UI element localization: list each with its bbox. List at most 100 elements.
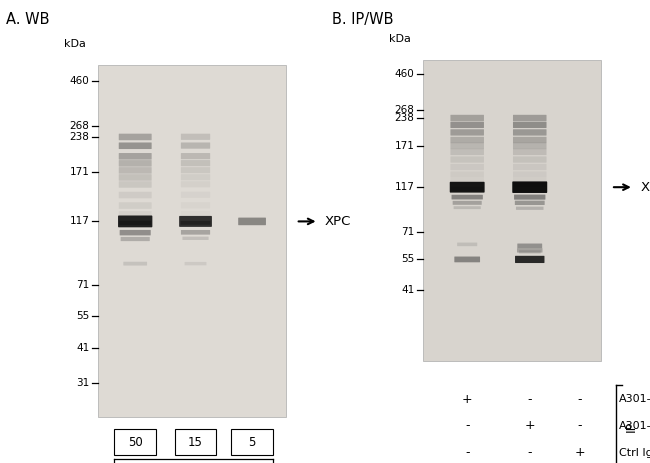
FancyBboxPatch shape [450, 122, 484, 128]
Text: -: - [578, 419, 582, 432]
FancyBboxPatch shape [450, 171, 484, 178]
FancyBboxPatch shape [454, 206, 481, 209]
FancyBboxPatch shape [181, 221, 211, 225]
FancyBboxPatch shape [454, 257, 480, 263]
FancyBboxPatch shape [119, 174, 151, 181]
Text: -: - [578, 393, 582, 406]
FancyBboxPatch shape [450, 156, 484, 163]
Text: 117: 117 [395, 182, 415, 192]
FancyBboxPatch shape [238, 218, 266, 225]
FancyBboxPatch shape [513, 164, 547, 170]
Text: 238: 238 [395, 113, 415, 123]
FancyBboxPatch shape [119, 153, 151, 160]
FancyBboxPatch shape [517, 244, 542, 248]
Bar [175, 430, 216, 455]
Text: 71: 71 [76, 280, 89, 290]
Text: -: - [528, 393, 532, 406]
FancyBboxPatch shape [452, 195, 483, 200]
FancyBboxPatch shape [124, 262, 147, 266]
FancyBboxPatch shape [450, 115, 484, 121]
FancyBboxPatch shape [119, 202, 151, 209]
Text: XPC: XPC [325, 215, 352, 228]
FancyBboxPatch shape [450, 149, 484, 155]
Text: 117: 117 [70, 216, 89, 226]
FancyBboxPatch shape [514, 187, 546, 190]
Bar [114, 430, 156, 455]
FancyBboxPatch shape [181, 160, 210, 166]
FancyBboxPatch shape [513, 122, 547, 128]
Text: 268: 268 [395, 105, 415, 115]
Text: 268: 268 [70, 121, 89, 131]
FancyBboxPatch shape [119, 211, 151, 218]
FancyBboxPatch shape [181, 230, 210, 235]
Text: 171: 171 [395, 141, 415, 151]
Text: A301-121A: A301-121A [619, 394, 650, 404]
Text: 50: 50 [128, 436, 142, 449]
Text: 460: 460 [70, 75, 89, 86]
Text: 55: 55 [401, 255, 415, 264]
Text: 15: 15 [188, 436, 203, 449]
FancyBboxPatch shape [181, 174, 210, 181]
FancyBboxPatch shape [513, 171, 547, 178]
Text: 41: 41 [401, 285, 415, 294]
FancyBboxPatch shape [514, 194, 545, 200]
Text: 171: 171 [70, 167, 89, 177]
FancyBboxPatch shape [118, 215, 152, 227]
FancyBboxPatch shape [119, 221, 151, 225]
Text: A. WB: A. WB [6, 12, 50, 26]
FancyBboxPatch shape [121, 237, 150, 241]
FancyBboxPatch shape [513, 143, 547, 149]
FancyBboxPatch shape [452, 201, 482, 205]
FancyBboxPatch shape [181, 153, 210, 159]
FancyBboxPatch shape [119, 167, 151, 174]
Text: 71: 71 [401, 227, 415, 238]
FancyBboxPatch shape [181, 167, 210, 173]
FancyBboxPatch shape [119, 181, 151, 188]
Text: XPC: XPC [640, 181, 650, 194]
FancyBboxPatch shape [450, 164, 484, 170]
Text: 460: 460 [395, 69, 415, 79]
FancyBboxPatch shape [119, 160, 151, 167]
Text: kDa: kDa [64, 38, 86, 49]
Text: +: + [575, 446, 585, 459]
Text: 238: 238 [70, 132, 89, 142]
FancyBboxPatch shape [513, 137, 547, 143]
FancyBboxPatch shape [515, 200, 545, 205]
Text: 55: 55 [76, 312, 89, 321]
Bar [231, 430, 273, 455]
FancyBboxPatch shape [513, 115, 547, 121]
FancyBboxPatch shape [450, 137, 484, 143]
Text: 5: 5 [248, 436, 255, 449]
FancyBboxPatch shape [181, 181, 210, 188]
FancyBboxPatch shape [457, 243, 477, 246]
FancyBboxPatch shape [513, 156, 547, 163]
FancyBboxPatch shape [185, 262, 207, 265]
Text: +: + [525, 419, 535, 432]
Text: IP: IP [624, 420, 637, 432]
Text: -: - [465, 419, 469, 432]
FancyBboxPatch shape [450, 182, 485, 193]
Text: kDa: kDa [389, 34, 411, 44]
Text: A301-122A: A301-122A [619, 421, 650, 431]
FancyBboxPatch shape [519, 250, 541, 254]
FancyBboxPatch shape [451, 187, 484, 190]
Text: Ctrl IgG: Ctrl IgG [619, 448, 650, 458]
FancyBboxPatch shape [119, 143, 151, 149]
FancyBboxPatch shape [450, 143, 484, 149]
FancyBboxPatch shape [513, 149, 547, 155]
FancyBboxPatch shape [119, 134, 151, 140]
Text: 31: 31 [76, 378, 89, 388]
Text: +: + [462, 393, 473, 406]
Text: -: - [528, 446, 532, 459]
Bar [422, 60, 601, 361]
FancyBboxPatch shape [515, 256, 545, 263]
FancyBboxPatch shape [512, 181, 547, 193]
Text: 41: 41 [76, 343, 89, 353]
Text: B. IP/WB: B. IP/WB [332, 12, 393, 26]
FancyBboxPatch shape [183, 237, 209, 240]
FancyBboxPatch shape [450, 129, 484, 136]
Text: -: - [465, 446, 469, 459]
Bar [98, 65, 286, 417]
FancyBboxPatch shape [516, 206, 543, 210]
FancyBboxPatch shape [119, 192, 151, 198]
